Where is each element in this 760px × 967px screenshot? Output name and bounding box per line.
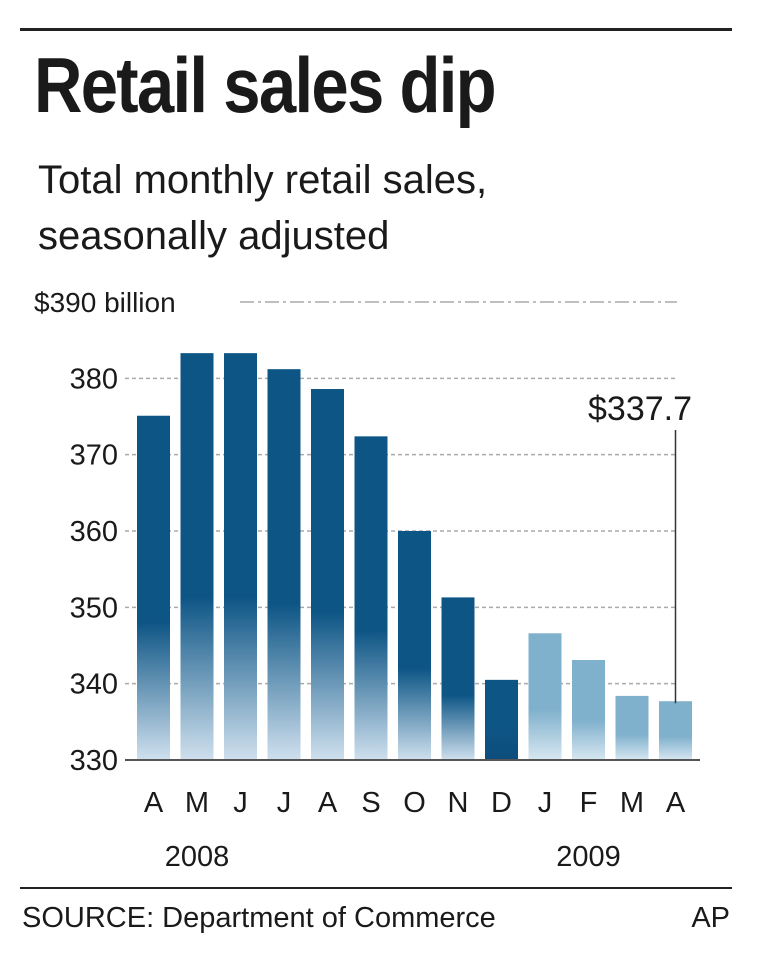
y-tick-label: 340 (70, 669, 118, 701)
year-label: 2009 (556, 841, 621, 873)
y-tick-label: $390 billion (34, 287, 176, 318)
bar (615, 695, 649, 760)
chart-subtitle-line-1: Total monthly retail sales, (38, 158, 488, 202)
x-tick-label: J (538, 787, 553, 819)
y-tick-label: 350 (70, 592, 118, 624)
bar (572, 660, 605, 760)
x-tick-label: A (144, 787, 164, 819)
bar (224, 353, 257, 760)
top-rule (20, 28, 732, 31)
bar (354, 436, 388, 760)
bar (311, 389, 344, 760)
x-tick-label: A (318, 787, 338, 819)
x-tick-label: J (277, 787, 292, 819)
bar (659, 701, 692, 760)
x-tick-label: A (666, 787, 686, 819)
year-label: 2008 (165, 841, 230, 873)
credit-label: AP (691, 902, 730, 934)
bottom-rule (20, 887, 732, 889)
x-tick-label: N (448, 787, 469, 819)
annotation-label: $337.7 (588, 390, 692, 428)
source-note: SOURCE: Department of Commerce (22, 902, 496, 934)
chart-subtitle-line-2: seasonally adjusted (38, 214, 390, 258)
bar (528, 633, 562, 760)
y-tick-label: 380 (70, 363, 118, 395)
x-tick-label: M (620, 787, 644, 819)
bar (137, 415, 170, 760)
bar (398, 531, 431, 760)
y-tick-label: 330 (70, 745, 118, 777)
x-tick-label: F (580, 787, 598, 819)
bar (180, 353, 214, 760)
x-tick-label: O (403, 787, 426, 819)
y-tick-label: 360 (70, 516, 118, 548)
bar (485, 679, 518, 760)
x-tick-label: D (491, 787, 512, 819)
x-tick-label: M (185, 787, 209, 819)
x-tick-label: S (361, 787, 380, 819)
chart-title: Retail sales dip (34, 41, 497, 129)
y-tick-label: 370 (70, 440, 118, 472)
bar (441, 597, 475, 760)
bar (267, 369, 301, 760)
x-tick-label: J (233, 787, 248, 819)
